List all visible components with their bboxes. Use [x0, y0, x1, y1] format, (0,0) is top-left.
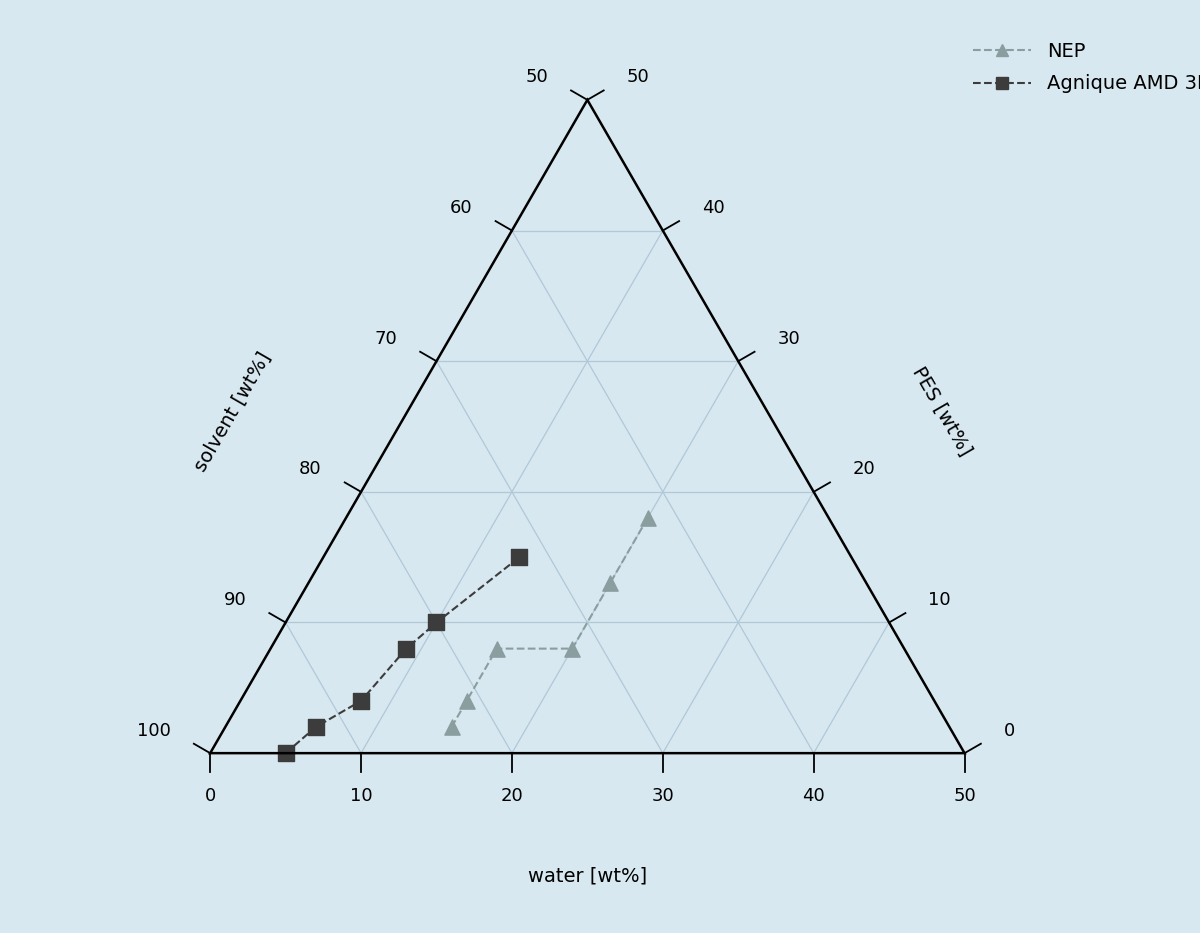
- Text: water [wt%]: water [wt%]: [528, 867, 647, 885]
- Text: 70: 70: [374, 329, 397, 348]
- Text: 10: 10: [929, 591, 950, 609]
- Text: 50: 50: [526, 68, 548, 86]
- Text: 50: 50: [626, 68, 649, 86]
- Text: 90: 90: [223, 591, 246, 609]
- Text: PES [wt%]: PES [wt%]: [908, 364, 976, 459]
- Point: [397, 641, 416, 656]
- Text: 30: 30: [778, 329, 800, 348]
- Text: 30: 30: [652, 787, 674, 805]
- Point: [510, 550, 529, 564]
- Text: solvent [wt%]: solvent [wt%]: [191, 348, 275, 474]
- Legend: NEP, Agnique AMD 3L: NEP, Agnique AMD 3L: [973, 42, 1200, 93]
- Point: [457, 693, 476, 708]
- Text: 40: 40: [803, 787, 826, 805]
- Text: 20: 20: [500, 787, 523, 805]
- Point: [276, 745, 295, 760]
- Point: [442, 719, 461, 734]
- Text: 100: 100: [137, 721, 170, 740]
- Point: [638, 510, 658, 525]
- Text: 40: 40: [702, 199, 725, 216]
- Point: [427, 615, 446, 630]
- Text: 0: 0: [1003, 721, 1015, 740]
- Text: 0: 0: [204, 787, 216, 805]
- Text: 10: 10: [349, 787, 372, 805]
- Text: 20: 20: [853, 460, 876, 479]
- Point: [600, 576, 619, 591]
- Point: [306, 719, 325, 734]
- Text: 50: 50: [953, 787, 976, 805]
- Text: 60: 60: [450, 199, 473, 216]
- Point: [352, 693, 371, 708]
- Text: 80: 80: [299, 460, 322, 479]
- Point: [563, 641, 582, 656]
- Point: [487, 641, 506, 656]
